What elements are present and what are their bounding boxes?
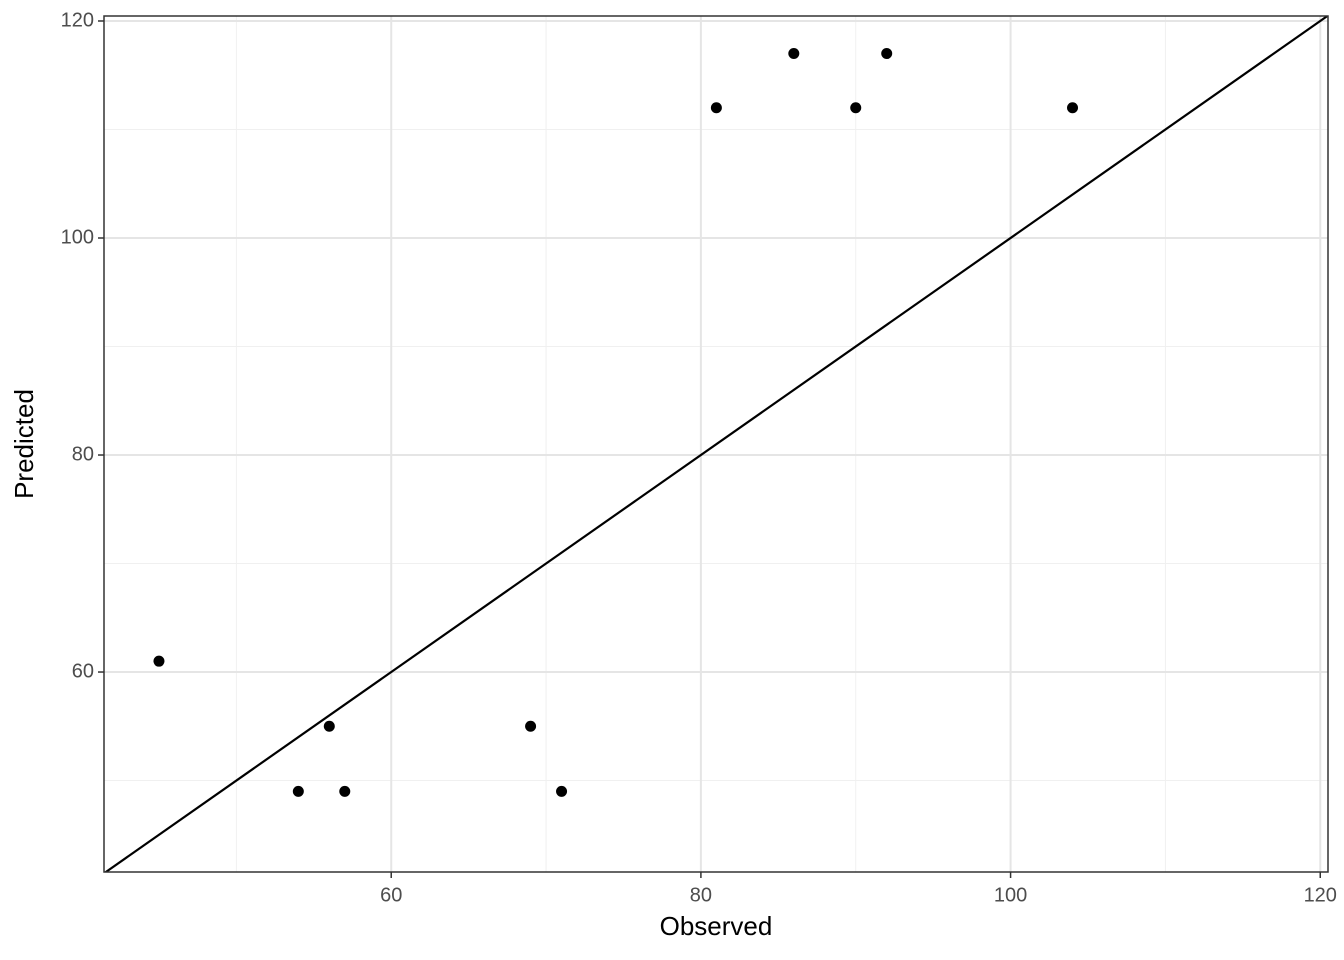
point <box>339 785 351 797</box>
point <box>556 785 568 797</box>
point <box>292 785 304 797</box>
point <box>788 48 800 60</box>
reference-line <box>104 16 1328 872</box>
panel-border <box>103 15 1329 873</box>
x-axis-title: Observed <box>660 911 773 941</box>
x-tick-label: 120 <box>1304 884 1337 906</box>
x-tick-label: 80 <box>690 884 712 906</box>
x-tick-label: 100 <box>994 884 1027 906</box>
x-tick-label: 60 <box>380 884 402 906</box>
y-tick-label: 60 <box>72 660 94 682</box>
point <box>525 720 537 732</box>
y-tick-label: 80 <box>72 443 94 465</box>
point <box>850 102 862 114</box>
point <box>1067 102 1079 114</box>
y-tick-label: 120 <box>61 9 94 31</box>
point <box>881 48 893 60</box>
point <box>323 720 335 732</box>
point <box>710 102 722 114</box>
plot-area <box>104 16 1328 872</box>
y-tick-label: 100 <box>61 226 94 248</box>
y-axis-title: Predicted <box>9 389 39 499</box>
point <box>153 655 165 667</box>
